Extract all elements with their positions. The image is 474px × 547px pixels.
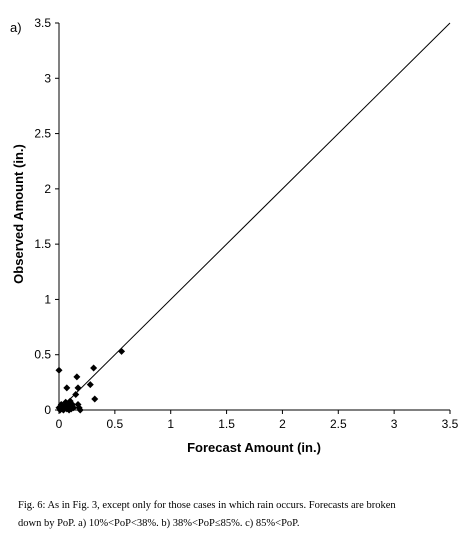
x-tick-label: 2.5 bbox=[330, 417, 347, 431]
y-tick-label: 1.5 bbox=[34, 237, 51, 251]
data-point bbox=[70, 404, 78, 412]
axes bbox=[55, 22, 451, 414]
data-points bbox=[55, 347, 126, 414]
data-point bbox=[73, 373, 81, 381]
data-point bbox=[118, 347, 126, 355]
data-point bbox=[91, 395, 99, 403]
x-tick-label: 1 bbox=[167, 417, 174, 431]
caption-line-2: down by PoP. a) 10%<PoP<38%. b) 38%<PoP≤… bbox=[18, 518, 300, 529]
x-tick-label: 0 bbox=[56, 417, 63, 431]
y-tick-label: 1 bbox=[44, 292, 51, 306]
reference-line bbox=[58, 22, 451, 411]
data-point bbox=[76, 406, 84, 414]
x-axis-label: Forecast Amount (in.) bbox=[187, 440, 321, 455]
panel-label: a) bbox=[10, 20, 22, 35]
one-to-one-line bbox=[58, 22, 451, 411]
data-point bbox=[86, 381, 94, 389]
y-tick-label: 0.5 bbox=[34, 348, 51, 362]
y-axis-label: Observed Amount (in.) bbox=[11, 144, 26, 284]
x-tick-label: 1.5 bbox=[218, 417, 235, 431]
x-tick-label: 2 bbox=[279, 417, 286, 431]
x-tick-label: 0.5 bbox=[107, 417, 124, 431]
data-point bbox=[59, 406, 67, 414]
data-point bbox=[90, 364, 98, 372]
caption-line-1: Fig. 6: As in Fig. 3, except only for th… bbox=[18, 500, 396, 511]
y-tick-label: 2.5 bbox=[34, 127, 51, 141]
data-point bbox=[63, 384, 71, 392]
y-tick-label: 3.5 bbox=[34, 16, 51, 30]
data-point bbox=[74, 384, 82, 392]
figure-caption: Fig. 6: As in Fig. 3, except only for th… bbox=[18, 497, 458, 533]
x-tick-label: 3.5 bbox=[442, 417, 459, 431]
y-tick-label: 2 bbox=[44, 182, 51, 196]
y-tick-label: 3 bbox=[44, 71, 51, 85]
tick-labels: 0 0.5 1 1.5 2 2.5 3 3.5 0 0.5 1 1.5 2 2.5 3 3.5 bbox=[34, 16, 458, 431]
data-point bbox=[72, 391, 80, 399]
y-tick-label: 0 bbox=[44, 403, 51, 417]
data-point bbox=[55, 366, 63, 374]
x-tick-label: 3 bbox=[391, 417, 398, 431]
